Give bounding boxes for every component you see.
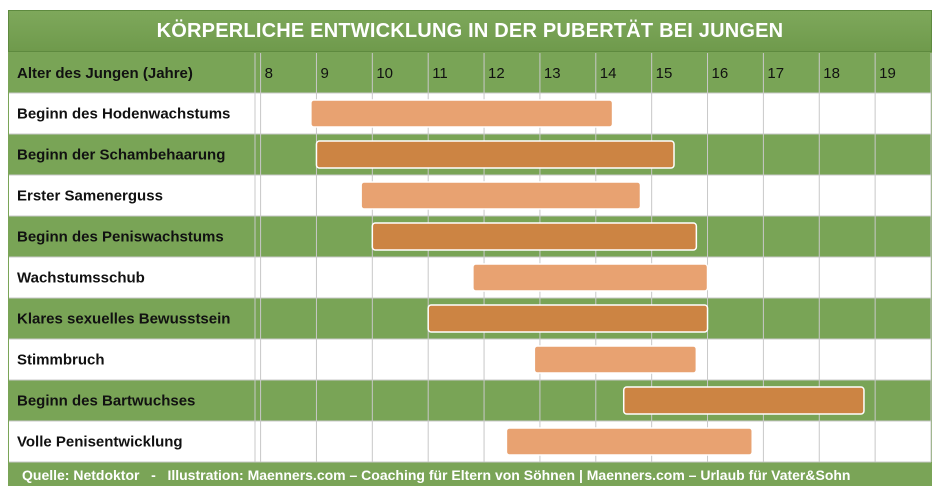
gantt-bar xyxy=(505,427,753,456)
x-axis-header-label: Alter des Jungen (Jahre) xyxy=(17,65,193,82)
x-tick-label: 8 xyxy=(265,65,273,82)
gantt-bar xyxy=(371,222,698,251)
x-tick-label: 16 xyxy=(712,65,729,82)
row-label: Wachstumsschub xyxy=(17,270,145,287)
row-label: Beginn des Bartwuchses xyxy=(17,393,195,410)
x-tick-label: 12 xyxy=(488,65,505,82)
x-tick-label: 19 xyxy=(879,65,896,82)
row-background xyxy=(9,421,931,462)
row-background xyxy=(9,339,931,380)
row-label: Volle Penisentwicklung xyxy=(17,434,183,451)
gantt-bar xyxy=(315,140,675,169)
gantt-bar xyxy=(310,99,614,128)
row-label: Beginn der Schambehaarung xyxy=(17,147,225,164)
x-tick-label: 17 xyxy=(767,65,784,82)
gantt-bar xyxy=(622,386,865,415)
row-background xyxy=(9,257,931,298)
gantt-bar xyxy=(533,345,698,374)
x-tick-label: 10 xyxy=(376,65,393,82)
x-tick-label: 13 xyxy=(544,65,561,82)
row-label: Klares sexuelles Bewusstsein xyxy=(17,311,230,328)
row-label: Beginn des Peniswachstums xyxy=(17,229,224,246)
x-tick-label: 9 xyxy=(320,65,328,82)
gantt-bar xyxy=(472,263,709,292)
x-tick-label: 15 xyxy=(656,65,673,82)
row-label: Stimmbruch xyxy=(17,352,105,369)
x-tick-label: 11 xyxy=(432,65,448,82)
gantt-bar xyxy=(360,181,642,210)
row-label: Erster Samenerguss xyxy=(17,188,163,205)
header-row xyxy=(9,53,931,93)
chart-title: KÖRPERLICHE ENTWICKLUNG IN DER PUBERTÄT … xyxy=(8,10,932,52)
x-tick-label: 18 xyxy=(823,65,840,82)
x-tick-label: 14 xyxy=(600,65,617,82)
source-footer: Quelle: Netdoktor - Illustration: Maenne… xyxy=(22,466,851,483)
gantt-bar xyxy=(427,304,709,333)
row-label: Beginn des Hodenwachstums xyxy=(17,106,230,123)
